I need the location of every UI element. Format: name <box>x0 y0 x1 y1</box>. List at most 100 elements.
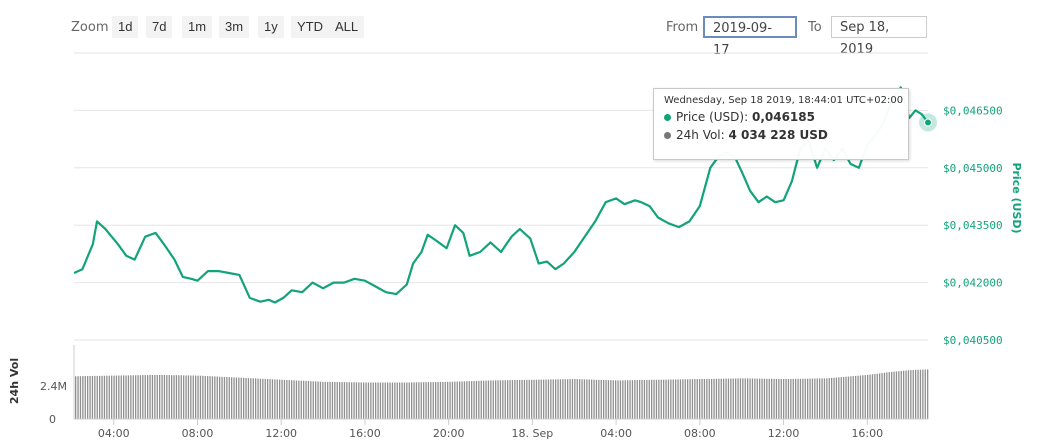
volume-bar <box>307 381 310 419</box>
volume-bar <box>427 382 430 419</box>
volume-bar <box>171 375 173 419</box>
volume-bar <box>343 382 346 419</box>
volume-bar <box>775 378 778 419</box>
volume-bar <box>485 380 487 419</box>
volume-bar <box>111 375 113 419</box>
volume-bar <box>588 379 590 419</box>
volume-bar <box>814 378 816 419</box>
vol-tick-label: 0 <box>49 413 56 426</box>
y-tick-label: $0,043500 <box>943 219 1003 232</box>
volume-bar <box>701 379 703 419</box>
volume-bar <box>843 376 845 419</box>
volume-bar <box>401 382 403 419</box>
volume-bar <box>607 380 610 419</box>
volume-bar <box>351 382 353 419</box>
volume-bar <box>327 381 329 419</box>
volume-bar <box>250 378 252 419</box>
volume-bar <box>214 376 216 419</box>
volume-bar <box>915 369 917 419</box>
volume-bar <box>550 379 552 419</box>
zoom-1d-button[interactable]: 1d <box>112 16 139 38</box>
volume-bar <box>240 377 242 419</box>
volume-bar <box>571 379 574 419</box>
volume-bar <box>142 375 144 419</box>
volume-bar <box>243 377 245 419</box>
volume-bar <box>262 378 264 419</box>
volume-bar <box>82 376 84 419</box>
volume-bar <box>504 380 506 419</box>
volume-bar <box>543 379 545 419</box>
volume-bar <box>605 380 607 419</box>
from-date-input[interactable]: 2019-09-17 <box>703 16 797 58</box>
volume-bar <box>463 381 466 419</box>
volume-bar <box>454 381 456 419</box>
zoom-3m-button[interactable]: 3m <box>219 16 250 38</box>
volume-bar <box>655 379 658 419</box>
zoom-7d-button[interactable]: 7d <box>146 16 173 38</box>
volume-bar <box>209 376 211 419</box>
volume-bar <box>823 378 826 419</box>
volume-bar <box>795 378 797 419</box>
volume-bar <box>583 379 586 419</box>
zoom-1m-button[interactable]: 1m <box>182 16 213 38</box>
volume-bar <box>689 379 691 419</box>
x-tick-label: 16:00 <box>851 427 883 440</box>
volume-bar <box>372 382 374 419</box>
volume-bar <box>888 372 890 419</box>
volume-bar <box>917 369 919 419</box>
volume-bar <box>185 375 187 419</box>
volume-bar <box>531 379 533 419</box>
price-tooltip: Wednesday, Sep 18 2019, 18:44:01 UTC+02:… <box>653 88 909 160</box>
volume-bar <box>819 378 821 419</box>
zoom-ytd-button[interactable]: YTD <box>291 16 329 38</box>
volume-bar <box>677 379 679 419</box>
volume-bar <box>715 378 718 419</box>
volume-bar <box>123 375 125 419</box>
volume-bar <box>199 375 202 419</box>
volume-bar <box>221 376 223 419</box>
zoom-all-button[interactable]: ALL <box>329 16 365 38</box>
volume-bar <box>670 379 672 419</box>
volume-bar <box>499 380 502 419</box>
volume-bar <box>821 378 823 419</box>
volume-bar <box>684 379 686 419</box>
volume-bar <box>89 376 91 419</box>
volume-bar <box>187 375 190 419</box>
volume-bar <box>730 378 732 419</box>
volume-bar <box>835 377 838 419</box>
volume-bar <box>838 377 840 419</box>
y-tick-label: $0,045000 <box>943 162 1003 175</box>
volume-bar <box>643 380 646 419</box>
volume-bar <box>735 378 737 419</box>
volume-bar <box>341 382 343 419</box>
volume-bar <box>108 375 110 419</box>
volume-bar <box>271 379 274 419</box>
volume-bar <box>879 373 881 419</box>
volume-bar <box>207 376 209 419</box>
volume-bar <box>125 375 127 419</box>
volume-bar <box>833 377 835 419</box>
volume-bar <box>646 379 648 419</box>
volume-bar <box>874 374 876 419</box>
volume-bar <box>893 371 895 419</box>
volume-bar <box>264 378 266 419</box>
volume-bar <box>557 379 559 419</box>
price-axis: $0,040500 $0,042000 $0,043500 $0,045000 $0,0… <box>943 104 1003 347</box>
volume-bar <box>564 379 566 419</box>
volume-bar <box>139 375 142 419</box>
volume-bar <box>293 380 295 419</box>
volume-bar <box>91 376 94 419</box>
zoom-1y-button[interactable]: 1y <box>258 16 284 38</box>
volume-bar <box>473 381 475 419</box>
volume-bar <box>478 380 480 419</box>
volume-bar <box>749 378 751 419</box>
volume-bar <box>660 379 662 419</box>
volume-bar <box>622 380 624 419</box>
volume-bar <box>516 380 518 419</box>
volume-bar <box>430 382 432 419</box>
volume-bar <box>144 375 146 419</box>
volume-bar <box>118 375 120 419</box>
volume-bar <box>658 379 660 419</box>
volume-bar <box>461 381 463 419</box>
